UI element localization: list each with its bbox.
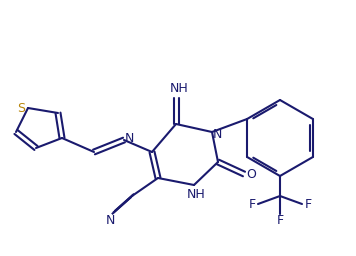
Text: NH: NH [169, 82, 188, 95]
Text: NH: NH [187, 188, 205, 201]
Text: O: O [246, 168, 256, 182]
Text: N: N [124, 133, 134, 145]
Text: F: F [304, 197, 312, 210]
Text: F: F [277, 214, 284, 227]
Text: N: N [212, 127, 222, 141]
Text: S: S [17, 101, 25, 114]
Text: N: N [105, 214, 115, 227]
Text: F: F [248, 197, 256, 210]
